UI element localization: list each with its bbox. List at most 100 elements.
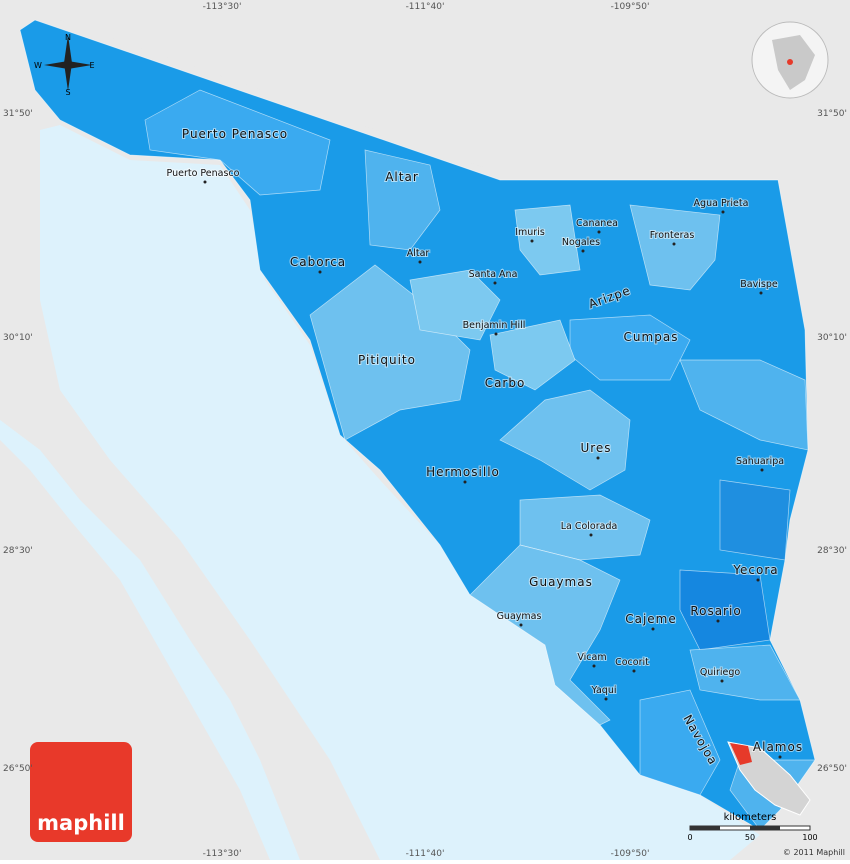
compass-label: W [34, 61, 42, 70]
place-dot [756, 578, 760, 582]
scale-bar: kilometers 0 50 100 [687, 812, 817, 842]
region-label: Caborca [290, 255, 346, 269]
latitude-label: 26°50' [3, 764, 33, 774]
place-dot [592, 664, 596, 668]
place-dot [519, 623, 523, 627]
city-label: Yaqui [590, 685, 616, 696]
city-label: Guaymas [497, 611, 542, 622]
region-label: Carbo [485, 376, 526, 390]
longitude-label: -113°30' [203, 849, 242, 859]
municipality [489, 319, 576, 391]
scale-tick-label: 50 [745, 833, 755, 842]
region-label: Puerto Penasco [182, 127, 288, 141]
city-label: Vicam [577, 652, 606, 663]
place-dot [589, 533, 593, 537]
longitude-label: -111°40' [406, 849, 445, 859]
region-label: Cumpas [624, 330, 679, 344]
city-label: Sahuaripa [736, 456, 784, 467]
place-dot [632, 669, 636, 673]
municipality [514, 204, 581, 276]
longitude-label: -109°50' [611, 849, 650, 859]
place-dot [494, 332, 498, 336]
place-dot [651, 627, 655, 631]
place-dot [604, 697, 608, 701]
latitude-label: 26°50' [817, 764, 847, 774]
place-dot [596, 456, 600, 460]
place-dot [759, 291, 763, 295]
region-label: Rosario [690, 604, 741, 618]
municipality [639, 689, 721, 796]
city-label: Puerto Penasco [167, 168, 240, 179]
longitude-label: -111°40' [406, 2, 445, 12]
scale-title: kilometers [724, 812, 777, 823]
logo-box [30, 742, 132, 842]
compass-label: S [65, 88, 70, 97]
city-label: Santa Ana [469, 269, 518, 280]
compass-label: E [89, 61, 94, 70]
city-label: Imuris [515, 227, 545, 238]
latitude-label: 30°10' [817, 333, 847, 343]
municipality [409, 269, 501, 341]
region-label: Ures [580, 441, 611, 455]
city-label: Bavispe [740, 279, 778, 290]
state-base [19, 19, 816, 831]
municipality [144, 89, 331, 196]
city-label: Nogales [562, 237, 600, 248]
latitude-label: 28°30' [817, 546, 847, 556]
globe-land [772, 35, 815, 90]
place-dot [203, 180, 207, 184]
compass: N S E W [34, 33, 94, 97]
scale-tick-label: 0 [687, 833, 692, 842]
place-dot [318, 270, 322, 274]
region-label: Alamos [753, 740, 803, 754]
city-label: Altar [407, 248, 430, 259]
place-dot [493, 281, 497, 285]
region-label: Guaymas [529, 575, 593, 589]
region-label: Yecora [732, 563, 778, 577]
globe-marker [787, 59, 793, 65]
municipality [499, 389, 631, 491]
city-label: La Colorada [561, 521, 618, 532]
inset-highlight [730, 743, 752, 765]
inset-mexico [727, 741, 811, 816]
city-label: Quiriego [700, 667, 741, 678]
place-dot [778, 755, 782, 759]
latitude-label: 31°50' [3, 109, 33, 119]
place-dot [672, 242, 676, 246]
scale-bar-segment [750, 826, 780, 830]
city-label: Cananea [576, 218, 618, 229]
logo: maphill [30, 742, 132, 842]
place-dot [418, 260, 422, 264]
city-label: Fronteras [650, 230, 695, 241]
baja-coast [0, 420, 300, 860]
municipality [689, 644, 801, 701]
municipality [719, 479, 791, 561]
latitude-label: 28°30' [3, 546, 33, 556]
logo-text: maphill [37, 811, 125, 835]
longitude-label: -113°30' [203, 2, 242, 12]
municipality [309, 264, 471, 441]
scale-tick-label: 100 [802, 833, 817, 842]
municipality [364, 149, 441, 251]
longitude-label: -109°50' [611, 2, 650, 12]
place-dot [716, 619, 720, 623]
place-dot [463, 480, 467, 484]
municipality [629, 204, 721, 291]
place-dot [720, 679, 724, 683]
region-label: Cajeme [625, 612, 677, 626]
latitude-label: 31°50' [817, 109, 847, 119]
municipality [679, 569, 771, 651]
copyright: © 2011 Maphill [783, 848, 845, 857]
scale-bar-segment [690, 826, 720, 830]
sonora [19, 19, 816, 831]
globe [751, 21, 829, 99]
place-dot [530, 239, 534, 243]
latitude-label: 30°10' [3, 333, 33, 343]
municipality [679, 359, 809, 451]
city-label: Cocorit [615, 657, 649, 668]
place-dot [581, 249, 585, 253]
region-label: Hermosillo [426, 465, 500, 479]
compass-needle [44, 61, 92, 69]
place-dot [760, 468, 764, 472]
